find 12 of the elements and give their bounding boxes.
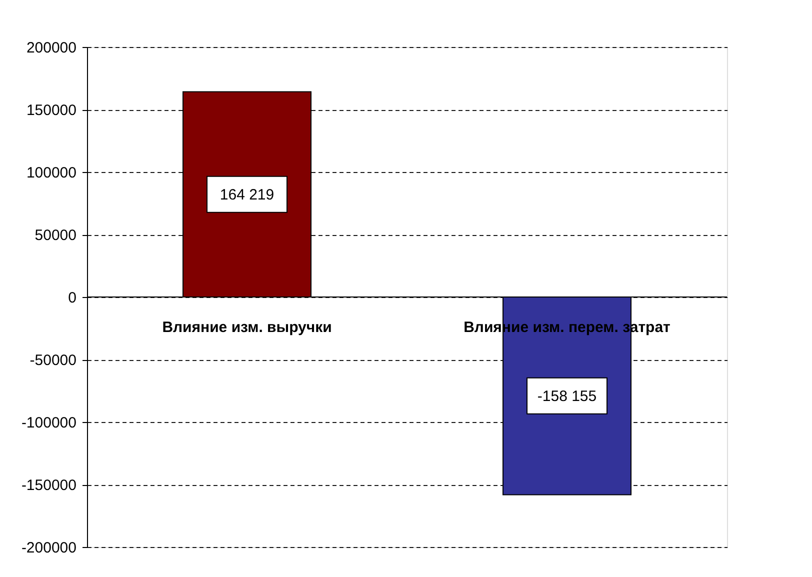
y-tick-label: 0	[68, 290, 76, 306]
y-tick-label: 150000	[26, 102, 76, 119]
y-tick-label: -50000	[30, 352, 76, 369]
data-label: -158 155	[537, 388, 597, 405]
y-tick-label: -100000	[21, 414, 76, 432]
x-tick-label: Влияние изм. выручки	[162, 319, 332, 336]
y-tick-label: 200000	[26, 40, 76, 56]
data-label: 164 219	[220, 186, 274, 204]
y-tick-label: 50000	[34, 227, 76, 244]
y-tick-label: -200000	[21, 540, 76, 556]
y-tick-label: -150000	[21, 477, 76, 494]
y-tick-label: 100000	[26, 164, 76, 182]
